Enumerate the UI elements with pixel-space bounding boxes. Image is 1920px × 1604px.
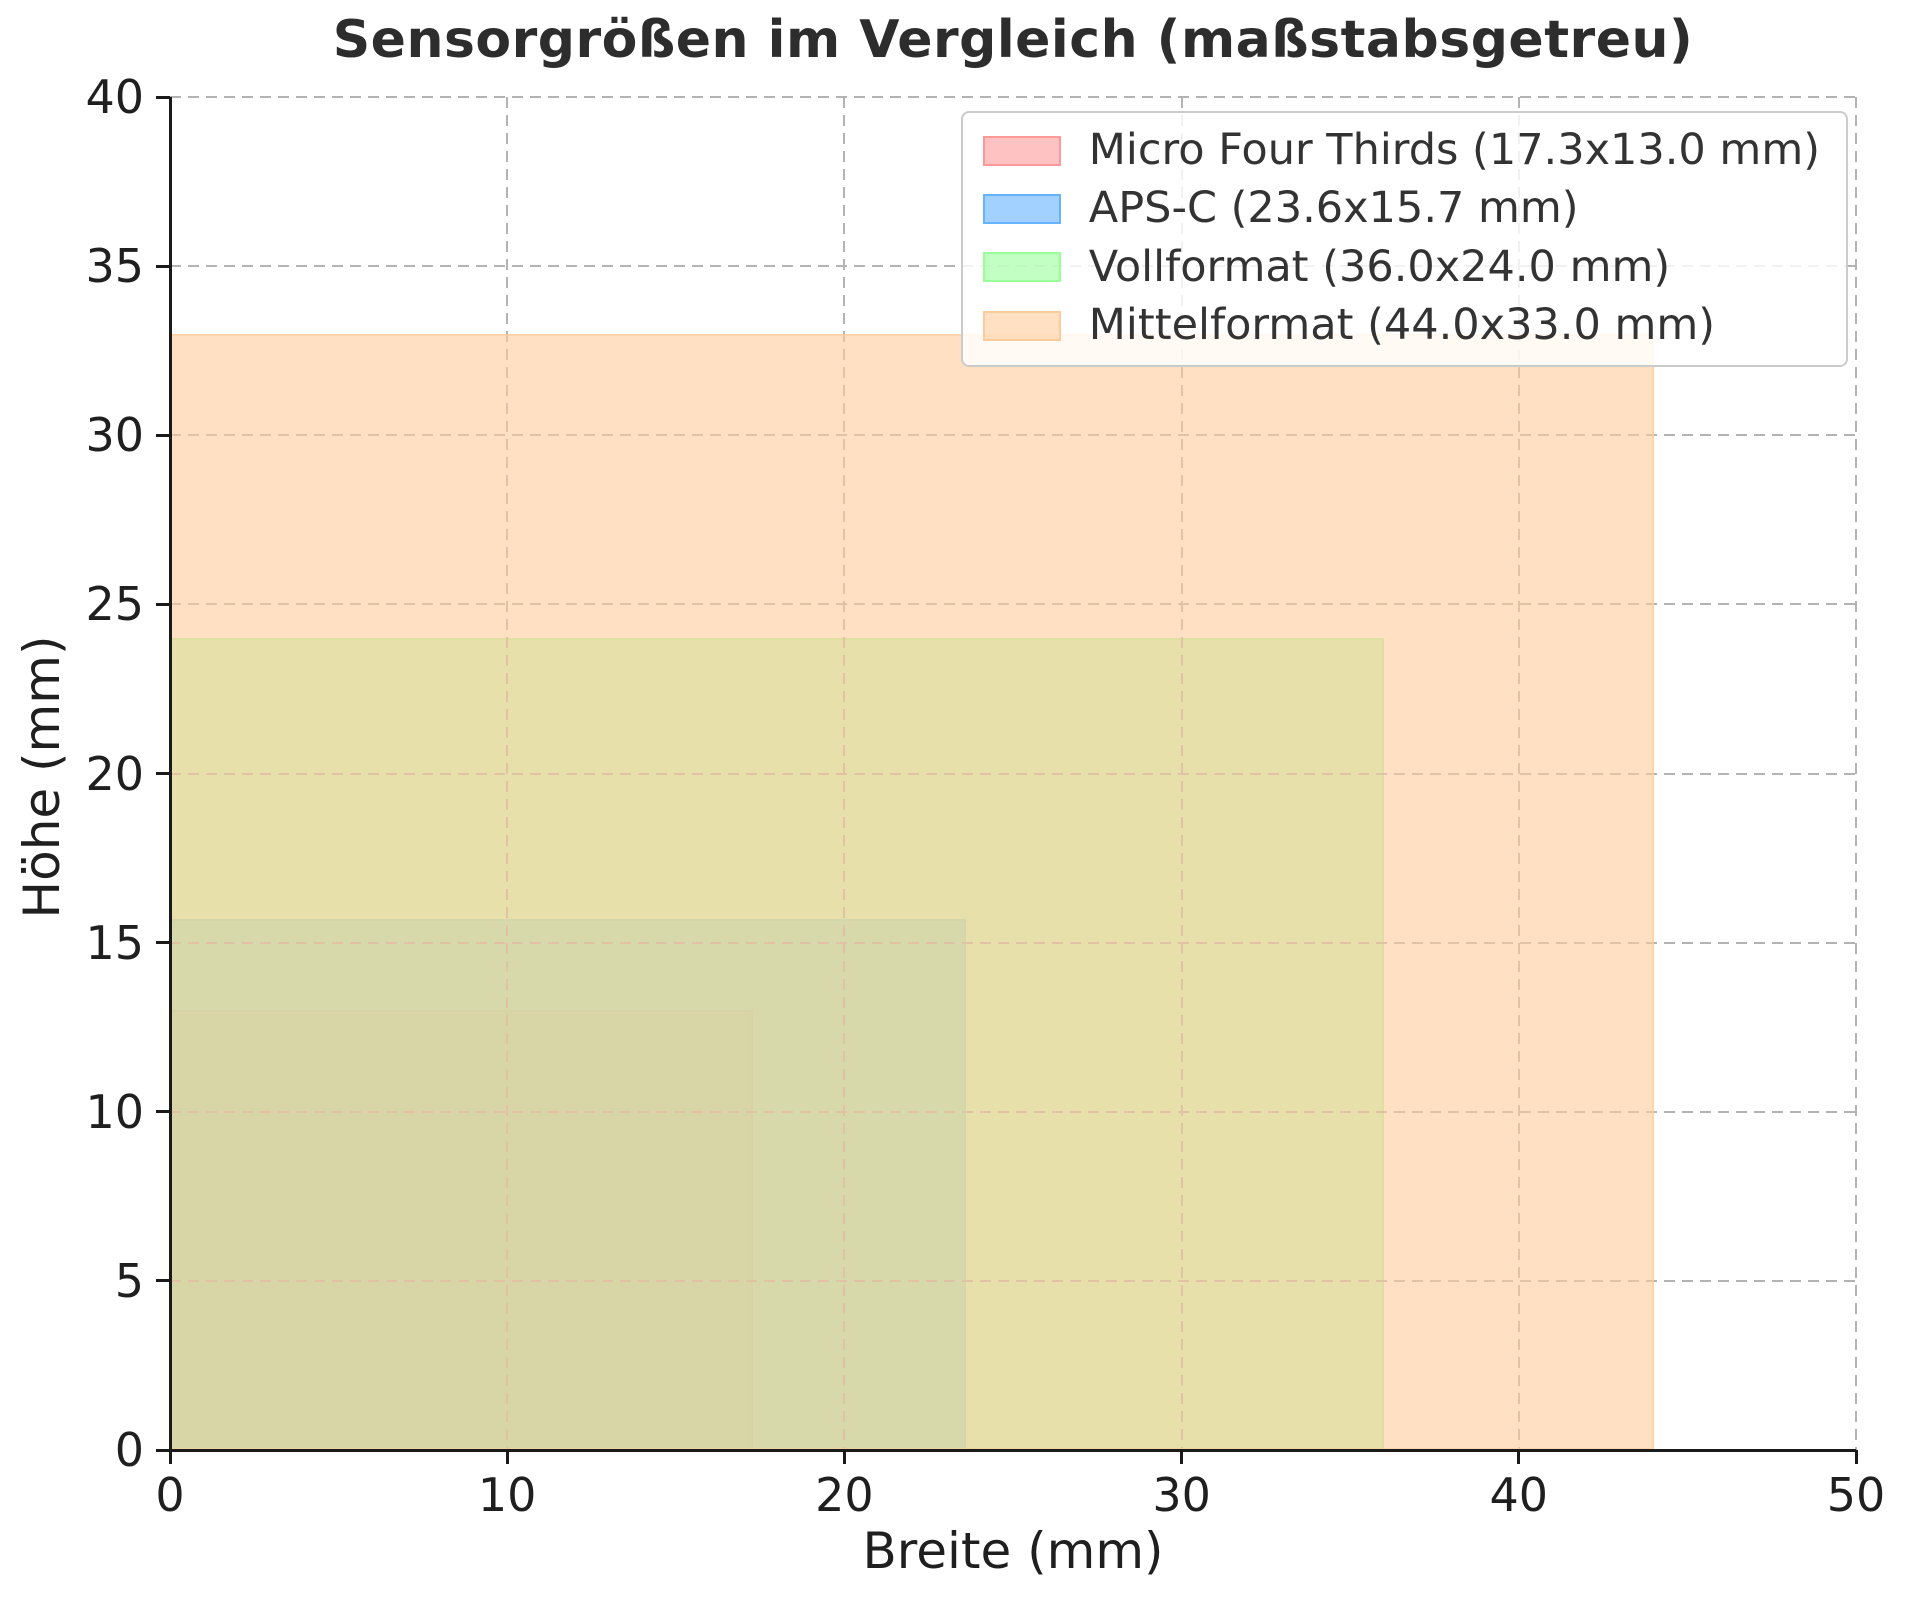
legend-label: Vollformat (36.0x24.0 mm) xyxy=(1088,241,1671,292)
legend-row-aps-c: APS-C (23.6x15.7 mm) xyxy=(982,183,1820,234)
x-axis-label: Breite (mm) xyxy=(862,1522,1164,1580)
y-tick-30 xyxy=(156,433,170,437)
legend-row-mittelformat: Mittelformat (44.0x33.0 mm) xyxy=(982,299,1820,350)
gridline-x-50 xyxy=(1855,97,1857,1450)
gridline-y-40 xyxy=(170,96,1856,98)
y-tick-5 xyxy=(156,1279,170,1283)
legend-swatch xyxy=(982,252,1061,283)
x-tick-label-10: 10 xyxy=(477,1468,537,1522)
x-tick-20 xyxy=(842,1450,846,1464)
y-tick-label-25: 25 xyxy=(85,577,144,632)
sensor-rect-mittelformat xyxy=(170,333,1654,1450)
y-tick-label-15: 15 xyxy=(85,915,144,970)
x-tick-40 xyxy=(1517,1450,1521,1464)
x-tick-30 xyxy=(1180,1450,1184,1464)
legend-label: Micro Four Thirds (17.3x13.0 mm) xyxy=(1088,125,1820,175)
legend-swatch xyxy=(982,193,1061,224)
y-tick-label-40: 40 xyxy=(85,70,144,124)
x-tick-label-0: 0 xyxy=(155,1468,185,1522)
y-tick-label-20: 20 xyxy=(85,746,144,801)
y-axis-spine xyxy=(169,97,172,1451)
y-tick-15 xyxy=(156,941,170,945)
legend-label: APS-C (23.6x15.7 mm) xyxy=(1088,183,1579,234)
x-tick-label-30: 30 xyxy=(1152,1468,1211,1522)
y-tick-0 xyxy=(156,1448,170,1452)
legend: Micro Four Thirds (17.3x13.0 mm) APS-C (2… xyxy=(960,111,1848,368)
legend-label: Mittelformat (44.0x33.0 mm) xyxy=(1088,299,1716,350)
y-tick-label-5: 5 xyxy=(114,1253,144,1308)
chart-title: Sensorgrößen im Vergleich (maßstabsgetre… xyxy=(332,10,1694,70)
legend-row-micro-four-thirds: Micro Four Thirds (17.3x13.0 mm) xyxy=(982,125,1820,175)
legend-swatch xyxy=(982,310,1061,341)
y-tick-35 xyxy=(156,264,170,268)
x-axis-spine xyxy=(169,1449,1856,1452)
x-tick-label-50: 50 xyxy=(1826,1468,1886,1522)
x-tick-label-40: 40 xyxy=(1489,1468,1549,1522)
y-tick-10 xyxy=(156,1110,170,1114)
x-tick-label-20: 20 xyxy=(815,1468,874,1522)
legend-row-vollformat: Vollformat (36.0x24.0 mm) xyxy=(982,241,1820,292)
y-tick-label-30: 30 xyxy=(85,408,144,463)
y-tick-20 xyxy=(156,772,170,775)
x-tick-50 xyxy=(1854,1450,1858,1464)
y-tick-label-0: 0 xyxy=(114,1423,144,1477)
y-tick-25 xyxy=(156,602,170,606)
y-tick-40 xyxy=(156,95,170,99)
x-tick-0 xyxy=(168,1450,172,1464)
x-tick-10 xyxy=(505,1450,509,1464)
y-tick-label-10: 10 xyxy=(85,1084,144,1139)
plot-area: Micro Four Thirds (17.3x13.0 mm) APS-C (2… xyxy=(169,96,1857,1452)
y-tick-label-35: 35 xyxy=(85,239,144,294)
legend-swatch xyxy=(982,135,1061,166)
